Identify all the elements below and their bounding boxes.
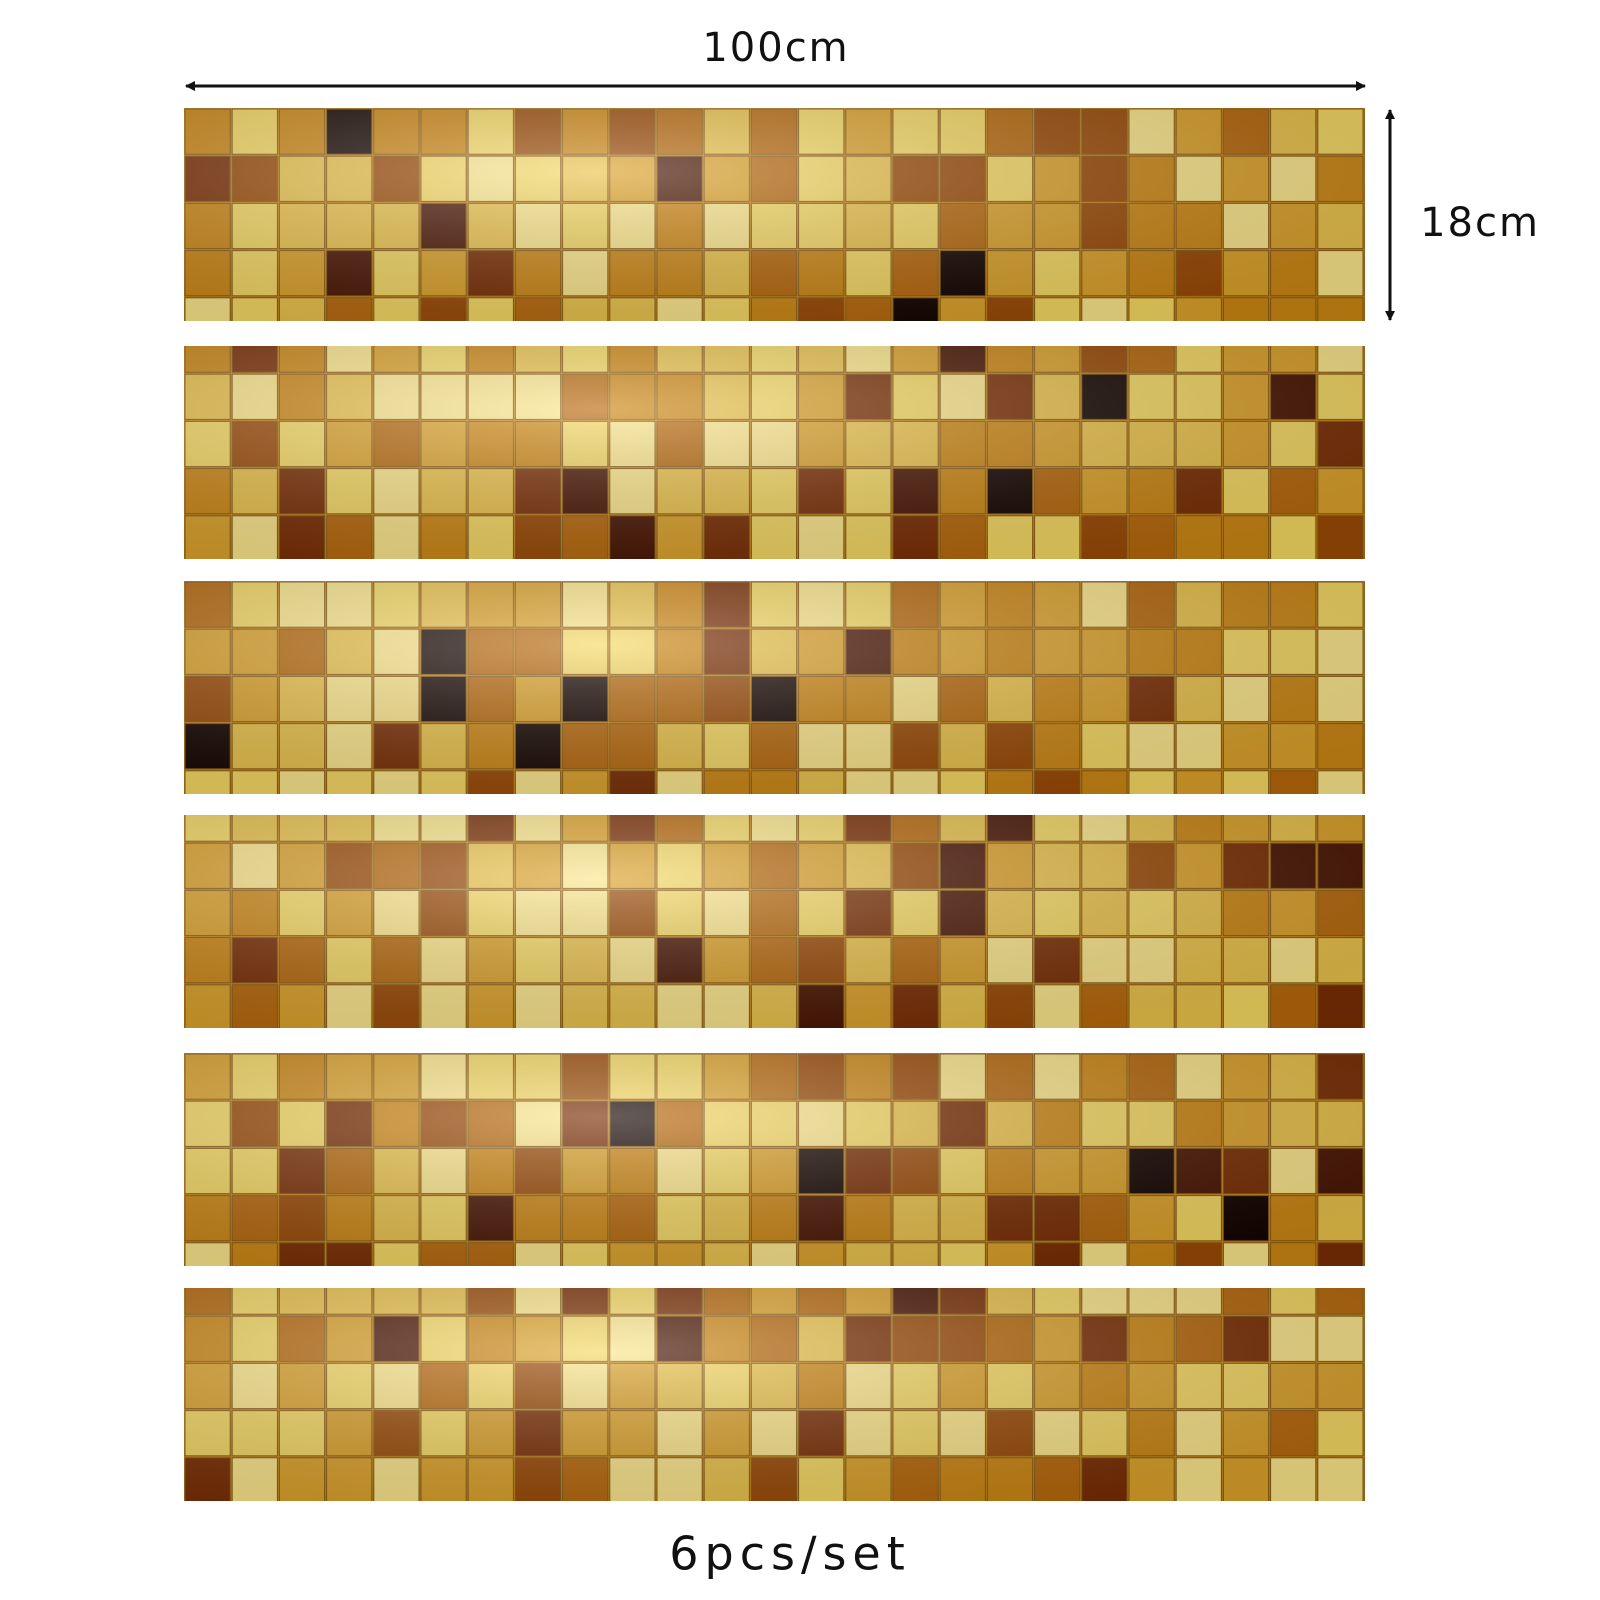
tile	[1364, 420, 1365, 468]
strip	[184, 581, 1365, 794]
tile	[1364, 1288, 1365, 1315]
tile	[1364, 815, 1365, 842]
tile	[1364, 675, 1365, 723]
strip-sheen	[184, 1288, 1365, 1501]
tile	[1364, 581, 1365, 628]
strip-sheen	[184, 108, 1365, 321]
strip	[184, 346, 1365, 559]
tile	[1364, 1457, 1365, 1501]
tile	[1364, 108, 1365, 155]
strip	[184, 108, 1365, 321]
tile	[1364, 842, 1365, 889]
tile	[1364, 889, 1365, 937]
tile	[1364, 373, 1365, 420]
tile	[1364, 346, 1365, 373]
strip-sheen	[184, 815, 1365, 1028]
strips	[184, 108, 1365, 1501]
strip	[184, 1288, 1365, 1501]
tile	[1364, 770, 1365, 794]
strip-sheen	[184, 346, 1365, 559]
tile	[1364, 1362, 1365, 1410]
tile	[1364, 155, 1365, 202]
tile	[1364, 1410, 1365, 1457]
tile	[1364, 1242, 1365, 1266]
tile	[1364, 250, 1365, 297]
strip	[184, 815, 1365, 1028]
tile	[1364, 1100, 1365, 1147]
strip-sheen	[184, 1053, 1365, 1266]
strip-sheen	[184, 581, 1365, 794]
tile	[1364, 515, 1365, 559]
tile	[1364, 1195, 1365, 1242]
caption: 6pcs/set	[669, 1527, 911, 1581]
tile	[1364, 984, 1365, 1028]
strip	[184, 1053, 1365, 1266]
tile	[1364, 1147, 1365, 1195]
height-label: 18cm	[1420, 200, 1540, 246]
tile	[1364, 202, 1365, 250]
tile	[1364, 1315, 1365, 1362]
tile	[1364, 1053, 1365, 1100]
tile	[1364, 468, 1365, 515]
width-label: 100cm	[702, 25, 849, 71]
tile	[1364, 723, 1365, 770]
tile	[1364, 937, 1365, 984]
tile	[1364, 628, 1365, 675]
tile	[1364, 297, 1365, 321]
